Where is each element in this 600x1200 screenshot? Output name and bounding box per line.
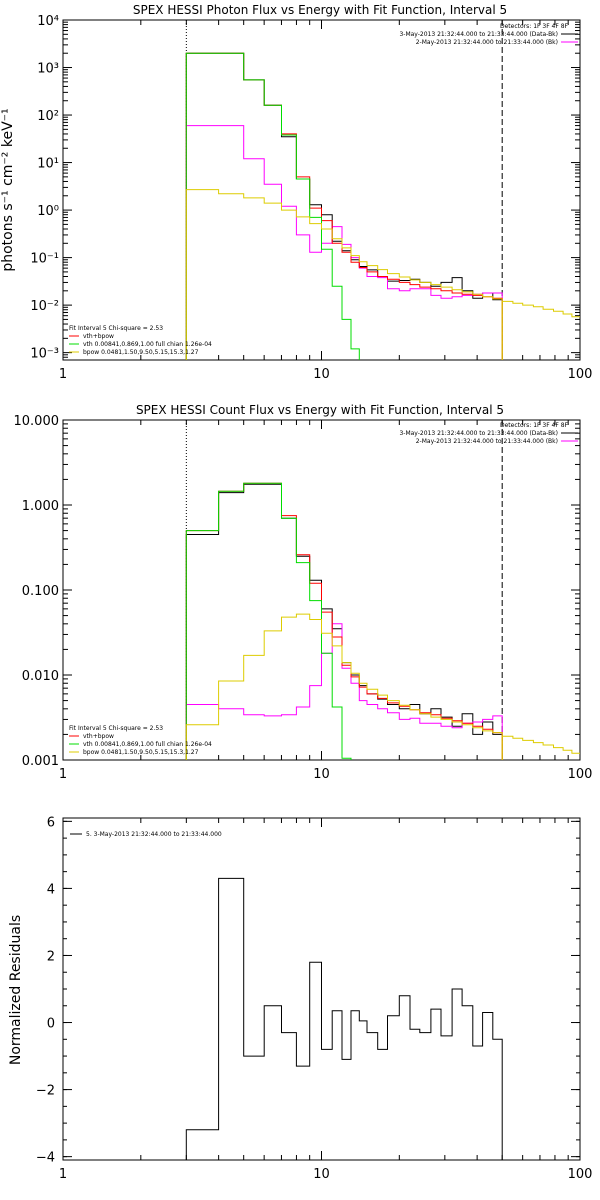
photon-flux-series-data-bk <box>185 52 503 360</box>
y-tick-label: 6 <box>47 815 55 830</box>
photon-flux-series-bk <box>185 125 503 360</box>
y-tick-label: −4 <box>36 1151 55 1166</box>
count-flux-series-bk <box>185 623 503 760</box>
residuals-legend-label: 5. 3-May-2013 21:32:44.000 to 21:33:44.0… <box>86 831 222 838</box>
photon-flux-y-ticks: 10⁴ 10³ 10² 10¹ 10⁰ 10⁻¹ 10⁻² 10⁻³ <box>30 14 580 362</box>
count-flux-y-ticks: 10.000 1.000 0.100 0.010 0.001 <box>14 414 580 769</box>
count-flux-legend-fit: Fit Interval 5 Chi-square = 2.53 <box>69 725 163 732</box>
count-flux-legend-bottom-left: Fit Interval 5 Chi-square = 2.53 vth+bpo… <box>69 725 212 756</box>
photon-flux-series-bpow-ext <box>501 300 580 360</box>
y-tick-label: 10⁴ <box>37 14 59 29</box>
photon-flux-panel: SPEX HESSI Photon Flux vs Energy with Fi… <box>0 3 592 382</box>
residuals-series-residuals <box>185 877 503 1160</box>
count-flux-legend-detectors: Detectors: 1F 3F 4F 8F <box>500 422 569 429</box>
count-flux-series-bpow-ext <box>501 735 580 760</box>
count-flux-fit-range-lines <box>185 420 503 760</box>
y-tick-label: 2 <box>47 949 55 964</box>
photon-flux-legend-detectors: Detectors: 1F 3F 4F 8F <box>500 23 569 30</box>
y-tick-label: 0.010 <box>22 669 59 684</box>
y-tick-label: 10⁰ <box>37 204 59 219</box>
photon-flux-legend-fit: Fit Interval 5 Chi-square = 2.53 <box>69 325 163 332</box>
residuals-y-label: Normalized Residuals <box>8 915 24 1065</box>
count-flux-legend-top-right: Detectors: 1F 3F 4F 8F 3-May-2013 21:32:… <box>399 422 578 445</box>
photon-flux-y-label: photons s⁻¹ cm⁻² keV⁻¹ <box>0 108 16 271</box>
photon-flux-legend-vth: vth 0.00841,0.869,1.00 full chian 1.26e-… <box>83 341 212 348</box>
y-tick-label: 10³ <box>37 62 59 77</box>
y-tick-label: 10² <box>37 109 59 124</box>
count-flux-legend-total: vth+bpow <box>83 733 114 740</box>
count-flux-series-data-bk <box>185 483 503 760</box>
residuals-y-ticks: 6 4 2 0 −2 −4 <box>36 815 580 1166</box>
count-flux-legend-bpow: bpow 0.0481,1.50,9.50,5.15,15.3,1.27 <box>83 749 199 756</box>
count-flux-title: SPEX HESSI Count Flux vs Energy with Fit… <box>136 403 504 417</box>
count-flux-series-vth <box>185 482 352 760</box>
photon-flux-legend-bpow: bpow 0.0481,1.50,9.50,5.15,15.3,1.27 <box>83 349 199 356</box>
count-flux-x-ticks: 1 10 100 <box>59 420 593 782</box>
photon-flux-legend-total: vth+bpow <box>83 333 114 340</box>
x-tick-label: 100 <box>568 367 593 382</box>
count-flux-legend-data: 3-May-2013 21:32:44.000 to 21:33:44.000 … <box>399 430 558 437</box>
y-tick-label: 0 <box>47 1017 55 1032</box>
count-flux-legend-bk: 2-May-2013 21:32:44.000 to 21:33:44.000 … <box>416 438 558 445</box>
photon-flux-legend-bottom-left: Fit Interval 5 Chi-square = 2.53 vth+bpo… <box>69 325 212 356</box>
count-flux-series-vth-bpow <box>185 482 503 760</box>
x-tick-label: 10 <box>313 767 330 782</box>
x-tick-label: 10 <box>313 367 330 382</box>
x-tick-label: 100 <box>568 767 593 782</box>
photon-flux-series <box>185 52 580 360</box>
x-tick-label: 1 <box>59 367 67 382</box>
y-tick-label: 10¹ <box>37 157 59 172</box>
residuals-legend: 5. 3-May-2013 21:32:44.000 to 21:33:44.0… <box>70 831 222 838</box>
photon-flux-x-ticks: 1 10 100 <box>59 20 593 382</box>
y-tick-label: 0.100 <box>22 584 59 599</box>
count-flux-series <box>185 482 580 760</box>
photon-flux-series-bpow <box>185 189 503 360</box>
x-tick-label: 1 <box>59 767 67 782</box>
photon-flux-series-vth-bpow <box>185 52 503 360</box>
count-flux-series-bpow <box>185 613 503 760</box>
photon-flux-fit-range-lines <box>185 20 503 360</box>
y-tick-label: 10⁻¹ <box>30 252 59 267</box>
y-tick-label: 10.000 <box>14 414 60 429</box>
y-tick-label: 1.000 <box>22 499 59 514</box>
y-tick-label: 0.001 <box>22 754 59 769</box>
photon-flux-legend-top-right: Detectors: 1F 3F 4F 8F 3-May-2013 21:32:… <box>399 23 578 46</box>
photon-flux-series-vth <box>185 52 360 360</box>
photon-flux-title: SPEX HESSI Photon Flux vs Energy with Fi… <box>133 3 507 17</box>
residuals-x-ticks: 1 10 100 <box>59 818 593 1182</box>
x-tick-label: 10 <box>313 1167 330 1182</box>
count-flux-legend-vth: vth 0.00841,0.869,1.00 full chian 1.26e-… <box>83 741 212 748</box>
residuals-panel: 1 10 100 6 4 2 0 −2 −4 Normalized Residuals 5. … <box>8 815 592 1182</box>
photon-flux-legend-bk: 2-May-2013 21:32:44.000 to 21:33:44.000 … <box>416 39 558 46</box>
x-tick-label: 100 <box>568 1167 593 1182</box>
y-tick-label: −2 <box>36 1084 55 1099</box>
y-tick-label: 10⁻³ <box>30 347 59 362</box>
y-tick-label: 10⁻² <box>30 299 59 314</box>
count-flux-panel: SPEX HESSI Count Flux vs Energy with Fit… <box>14 403 593 782</box>
residuals-series <box>185 877 503 1160</box>
x-tick-label: 1 <box>59 1167 67 1182</box>
y-tick-label: 4 <box>47 882 55 897</box>
photon-flux-legend-data: 3-May-2013 21:32:44.000 to 21:33:44.000 … <box>399 31 558 38</box>
